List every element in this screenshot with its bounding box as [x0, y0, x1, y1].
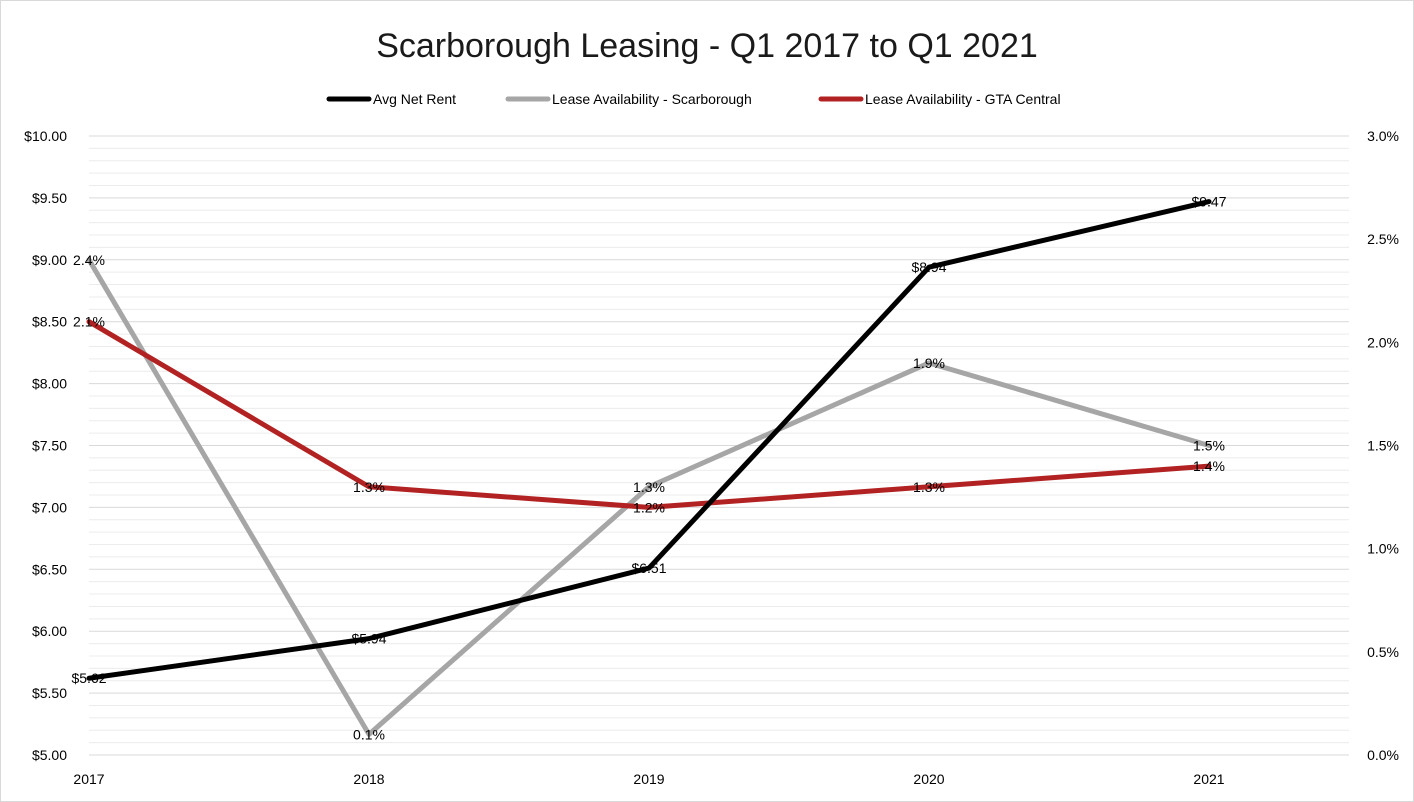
x-tick-label: 2017	[73, 771, 104, 787]
data-label: $6.51	[631, 560, 666, 576]
right-tick-label: 0.0%	[1367, 747, 1399, 763]
series-line	[86, 199, 1212, 681]
data-label: $9.47	[1191, 194, 1226, 210]
left-tick-label: $7.50	[32, 438, 67, 454]
legend: Avg Net Rent Lease Availability - Scarbor…	[326, 91, 1061, 107]
legend-label: Avg Net Rent	[373, 91, 456, 107]
right-tick-label: 2.5%	[1367, 231, 1399, 247]
left-tick-label: $5.50	[32, 685, 67, 701]
data-label: 1.5%	[1193, 438, 1225, 454]
legend-label: Lease Availability - Scarborough	[552, 91, 752, 107]
data-label: $5.94	[351, 631, 386, 647]
left-tick-label: $7.00	[32, 499, 67, 515]
x-tick-label: 2019	[633, 771, 664, 787]
right-tick-label: 0.5%	[1367, 644, 1399, 660]
x-tick-label: 2021	[1193, 771, 1224, 787]
left-tick-label: $10.00	[24, 128, 67, 144]
legend-label: Lease Availability - GTA Central	[865, 91, 1061, 107]
left-tick-label: $9.00	[32, 252, 67, 268]
series-line	[86, 319, 1212, 510]
data-label: 1.3%	[913, 479, 945, 495]
left-y-axis: $5.00 $5.50 $6.00 $6.50 $7.00 $7.50 $8.00 $8.50…	[24, 128, 67, 763]
data-label: 0.1%	[353, 726, 385, 742]
x-tick-label: 2018	[353, 771, 384, 787]
left-tick-label: $9.50	[32, 190, 67, 206]
series-line	[86, 257, 1212, 737]
series-lines	[86, 199, 1212, 737]
left-tick-label: $5.00	[32, 747, 67, 763]
right-tick-label: 1.0%	[1367, 541, 1399, 557]
data-label: 1.9%	[913, 355, 945, 371]
x-axis: 2017 2018 2019 2020 2021	[73, 771, 1224, 787]
right-tick-label: 3.0%	[1367, 128, 1399, 144]
right-y-axis: 0.0% 0.5% 1.0% 1.5% 2.0% 2.5% 3.0%	[1367, 128, 1399, 763]
data-labels: $5.62 $5.94 $6.51 $8.94 $9.47 2.4% 0.1% 1.3% 1.9…	[71, 194, 1226, 743]
data-label: 1.2%	[633, 499, 665, 515]
left-tick-label: $6.00	[32, 623, 67, 639]
data-label: 2.4%	[73, 252, 105, 268]
left-tick-label: $8.00	[32, 376, 67, 392]
right-tick-label: 1.5%	[1367, 438, 1399, 454]
gridlines	[89, 135, 1349, 756]
data-label: $8.94	[911, 259, 946, 275]
data-label: $5.62	[71, 670, 106, 686]
x-tick-label: 2020	[913, 771, 944, 787]
data-label: 2.1%	[73, 314, 105, 330]
left-tick-label: $8.50	[32, 314, 67, 330]
data-label: 1.3%	[353, 479, 385, 495]
data-label: 1.3%	[633, 479, 665, 495]
chart-title: Scarborough Leasing - Q1 2017 to Q1 2021	[376, 27, 1038, 65]
right-tick-label: 2.0%	[1367, 334, 1399, 350]
data-label: 1.4%	[1193, 458, 1225, 474]
left-tick-label: $6.50	[32, 561, 67, 577]
